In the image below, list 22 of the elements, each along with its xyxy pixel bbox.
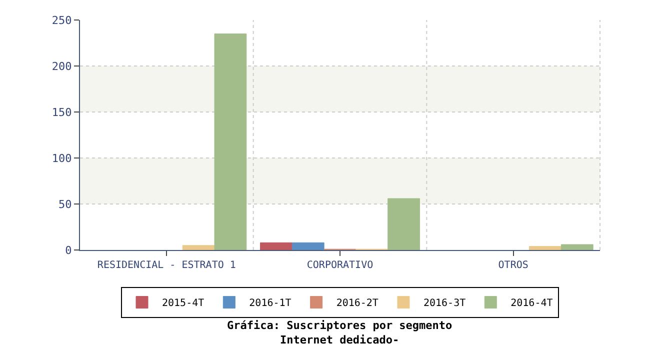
legend-label: 2015-4T (162, 298, 204, 310)
bar (560, 244, 594, 250)
legend-label: 2016-3T (423, 298, 466, 310)
y-tick-label: 0 (65, 244, 72, 257)
y-tick-label: 250 (52, 14, 72, 27)
y-tick-label: 150 (52, 106, 72, 119)
text: Gráfica: Suscriptores por segmento Internet dedicado- (227, 319, 453, 346)
bar (260, 242, 292, 250)
y-tick-label: 100 (52, 152, 72, 165)
x-tick-label: CORPORATIVO (306, 260, 374, 271)
legend-label: 2016-4T (510, 298, 553, 310)
bar (214, 34, 247, 250)
bar (292, 242, 324, 250)
legend-label: 2016-2T (336, 298, 378, 310)
legend-label: 2016-1T (249, 298, 292, 310)
y-tick-label: 200 (52, 60, 72, 73)
bar (182, 245, 215, 250)
y-tick-label: 50 (58, 198, 72, 211)
x-tick-label: OTROS (498, 260, 528, 271)
bar (388, 198, 420, 250)
bar (529, 246, 562, 250)
x-tick-label: RESIDENCIAL - ESTRATO 1 (97, 260, 236, 271)
